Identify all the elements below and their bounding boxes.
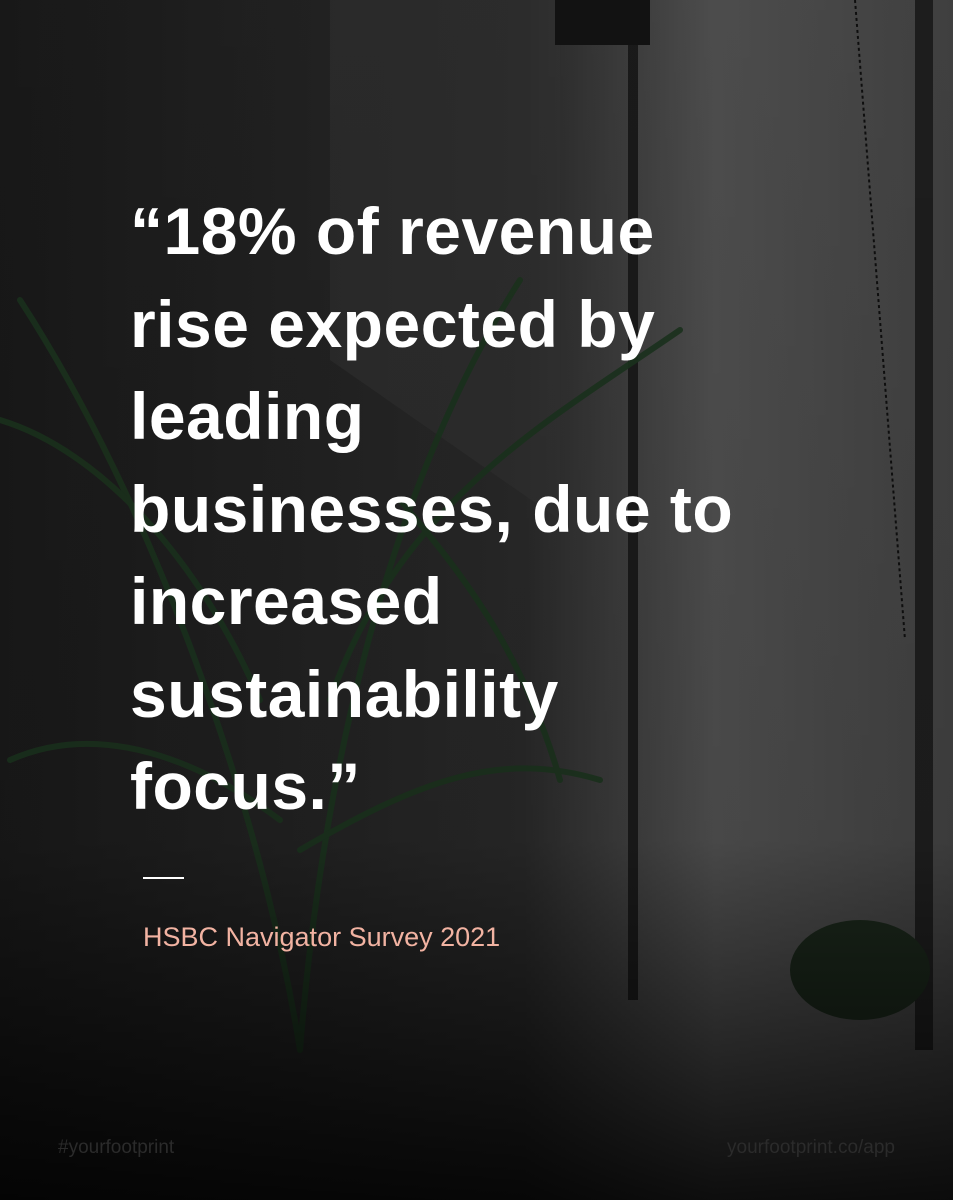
quote-source: HSBC Navigator Survey 2021 — [143, 922, 501, 952]
quote-line: rise expected by — [130, 286, 656, 361]
website-url: yourfootprint.co/app — [727, 1137, 895, 1158]
quote-line: increased — [130, 564, 443, 638]
quote-line: focus.” — [130, 749, 361, 823]
quote-line: sustainability — [130, 656, 559, 731]
quote-line: leading — [130, 379, 365, 453]
hashtag: #yourfootprint — [58, 1137, 175, 1158]
quote-line: businesses, due to — [130, 471, 734, 546]
divider — [143, 877, 184, 879]
quote-line: “18% of revenue — [130, 194, 655, 268]
